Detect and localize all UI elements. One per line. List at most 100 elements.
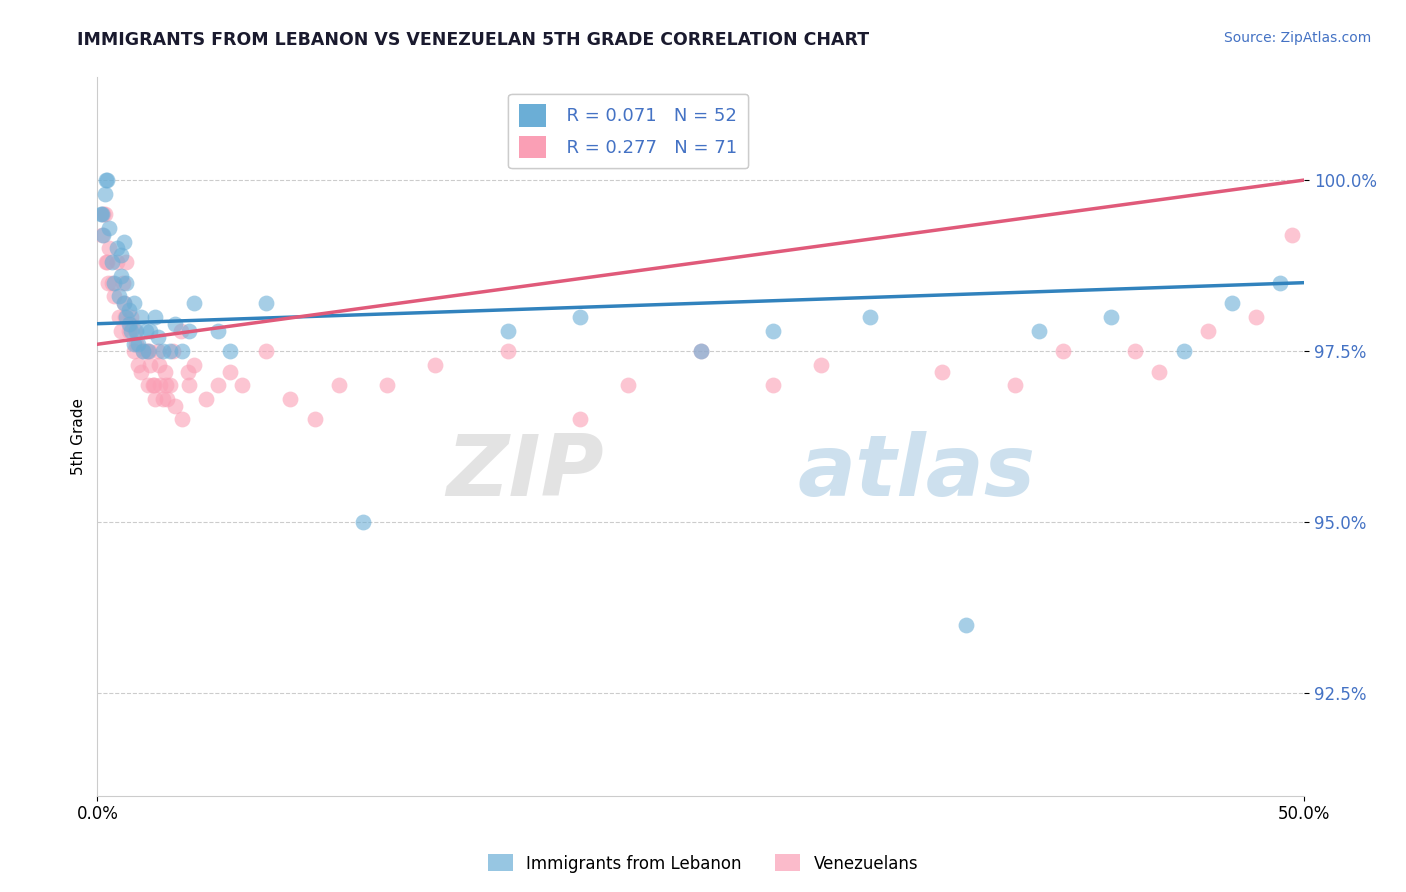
Point [569, 310, 592, 324]
Point [108, 310, 131, 324]
Point [101, 255, 124, 269]
Point [496, 344, 519, 359]
Point [304, 412, 326, 426]
Point [1099, 310, 1122, 324]
Point [254, 344, 277, 359]
Text: atlas: atlas [797, 431, 1035, 514]
Point [177, 365, 200, 379]
Point [183, 358, 205, 372]
Point [810, 358, 832, 372]
Y-axis label: 5th Grade: 5th Grade [72, 398, 86, 475]
Point [120, 324, 142, 338]
Point [124, 324, 146, 338]
Point [112, 296, 135, 310]
Point [136, 378, 159, 392]
Legend:   R = 0.071   N = 52,   R = 0.277   N = 71: R = 0.071 N = 52, R = 0.277 N = 71 [509, 94, 748, 169]
Point [162, 344, 184, 359]
Point [114, 310, 136, 324]
Point [120, 310, 142, 324]
Point [163, 399, 186, 413]
Point [105, 255, 128, 269]
Point [496, 324, 519, 338]
Point [231, 378, 253, 392]
Point [90, 207, 112, 221]
Point [142, 378, 165, 392]
Point [617, 378, 640, 392]
Point [94, 173, 117, 187]
Text: ZIP: ZIP [447, 431, 605, 514]
Point [1244, 310, 1267, 324]
Point [762, 324, 785, 338]
Point [135, 324, 157, 338]
Point [129, 365, 152, 379]
Point [98, 221, 121, 235]
Point [254, 296, 277, 310]
Text: IMMIGRANTS FROM LEBANON VS VENEZUELAN 5TH GRADE CORRELATION CHART: IMMIGRANTS FROM LEBANON VS VENEZUELAN 5T… [77, 31, 869, 49]
Point [139, 358, 162, 372]
Point [1004, 378, 1026, 392]
Point [110, 324, 132, 338]
Point [207, 324, 229, 338]
Point [1173, 344, 1195, 359]
Point [159, 344, 181, 359]
Point [177, 324, 200, 338]
Point [194, 392, 217, 406]
Point [425, 358, 447, 372]
Point [112, 235, 135, 249]
Text: Source: ZipAtlas.com: Source: ZipAtlas.com [1223, 31, 1371, 45]
Point [118, 324, 141, 338]
Point [352, 515, 374, 529]
Point [375, 378, 398, 392]
Point [110, 268, 132, 283]
Point [138, 344, 160, 359]
Point [143, 310, 166, 324]
Point [143, 378, 166, 392]
Point [149, 378, 172, 392]
Point [103, 289, 125, 303]
Point [219, 365, 242, 379]
Point [96, 173, 118, 187]
Point [91, 227, 114, 242]
Point [159, 378, 181, 392]
Point [1028, 324, 1050, 338]
Point [103, 276, 125, 290]
Point [110, 248, 132, 262]
Point [96, 255, 118, 269]
Point [105, 242, 128, 256]
Point [118, 303, 141, 318]
Point [169, 324, 191, 338]
Point [112, 296, 135, 310]
Point [1220, 296, 1243, 310]
Point [91, 207, 114, 221]
Point [143, 392, 166, 406]
Point [122, 337, 145, 351]
Point [148, 358, 170, 372]
Point [94, 255, 117, 269]
Point [152, 344, 174, 359]
Point [762, 378, 785, 392]
Point [1123, 344, 1146, 359]
Point [859, 310, 882, 324]
Point [170, 344, 193, 359]
Point [125, 337, 148, 351]
Point [163, 317, 186, 331]
Point [153, 365, 176, 379]
Point [127, 358, 149, 372]
Point [177, 378, 200, 392]
Point [125, 324, 148, 338]
Point [93, 227, 115, 242]
Point [93, 207, 115, 221]
Point [132, 344, 155, 359]
Point [118, 317, 141, 331]
Point [219, 344, 242, 359]
Point [108, 289, 131, 303]
Point [1281, 227, 1303, 242]
Point [122, 344, 145, 359]
Point [136, 344, 159, 359]
Point [328, 378, 350, 392]
Point [98, 242, 121, 256]
Point [569, 412, 592, 426]
Point [146, 344, 169, 359]
Point [101, 276, 124, 290]
Point [170, 412, 193, 426]
